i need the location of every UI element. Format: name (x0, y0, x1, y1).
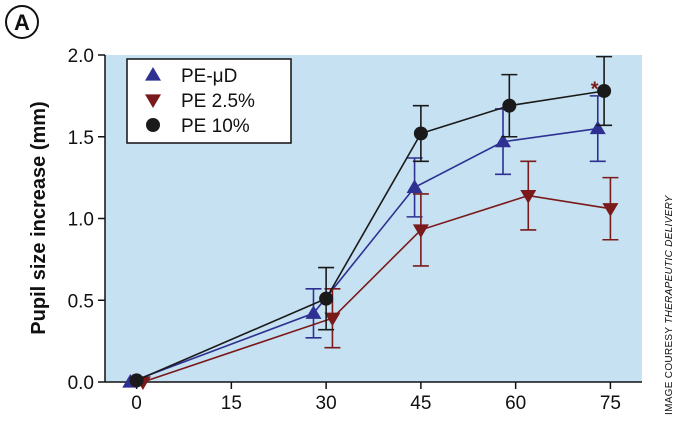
legend-label: PE-μD (181, 66, 237, 87)
legend-label: PE 10% (181, 116, 250, 137)
y-tick-label: 0.0 (68, 373, 94, 394)
series-2 (129, 55, 613, 388)
significance-asterisk: * (591, 79, 599, 101)
y-tick-label: 2.0 (68, 46, 94, 67)
data-point (412, 224, 429, 238)
x-tick-label: 60 (505, 393, 526, 414)
data-point (495, 133, 512, 148)
data-point (324, 312, 341, 327)
series-layer (122, 55, 619, 390)
panel-label: A (5, 5, 39, 39)
series-1 (134, 160, 619, 390)
data-point (319, 291, 334, 306)
data-point (129, 373, 144, 388)
data-point (520, 190, 537, 204)
y-tick-label: 0.5 (68, 291, 94, 312)
data-point (406, 179, 423, 194)
y-tick-label: 1.5 (68, 128, 94, 149)
image-credit: IMAGE COURESY THERAPEUTIC DELIVERY (664, 194, 675, 415)
data-point (502, 98, 517, 113)
annotations: * (591, 79, 599, 101)
y-axis-title: Pupil size increase (mm) (28, 101, 50, 334)
legend-marker (145, 94, 161, 108)
image-credit-prefix: IMAGE COURESY (664, 324, 675, 415)
legend-marker (146, 118, 160, 132)
data-point (602, 203, 619, 217)
data-point (597, 83, 612, 98)
axes: 0.0 0.5 1.0 1.5 2.0 0 15 30 45 60 75 (68, 46, 642, 414)
legend-label: PE 2.5% (181, 91, 255, 112)
x-tick-label: 0 (131, 393, 142, 414)
image-credit-italic: THERAPEUTIC DELIVERY (664, 194, 675, 323)
legend: PE-μD PE 2.5% PE 10% (126, 58, 292, 144)
data-point (305, 305, 322, 319)
series-0 (122, 95, 606, 388)
x-tick-label: 30 (316, 393, 337, 414)
x-tick-label: 15 (221, 393, 242, 414)
data-point (589, 120, 606, 135)
panel-label-text: A (14, 10, 30, 35)
x-tick-label: 45 (410, 393, 431, 414)
legend-marker (145, 67, 161, 81)
data-point (413, 126, 428, 141)
x-tick-label: 75 (600, 393, 621, 414)
panel-label-circle (5, 5, 39, 39)
y-tick-label: 1.0 (68, 210, 94, 231)
